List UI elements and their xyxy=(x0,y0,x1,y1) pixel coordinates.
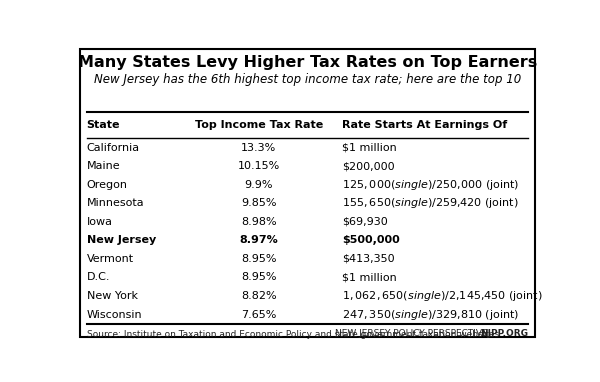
Text: $155,650 (single)/$259,420 (joint): $155,650 (single)/$259,420 (joint) xyxy=(343,196,519,210)
Text: $200,000: $200,000 xyxy=(343,161,395,171)
Text: 9.85%: 9.85% xyxy=(241,198,277,208)
Text: Iowa: Iowa xyxy=(86,217,113,227)
Text: New York: New York xyxy=(86,291,137,301)
Text: New Jersey: New Jersey xyxy=(86,235,156,245)
Text: State: State xyxy=(86,120,120,130)
Text: 8.95%: 8.95% xyxy=(241,254,277,264)
Text: 13.3%: 13.3% xyxy=(241,143,277,153)
Text: $413,350: $413,350 xyxy=(343,254,395,264)
Text: Rate Starts At Earnings Of: Rate Starts At Earnings Of xyxy=(343,120,508,130)
Text: 7.65%: 7.65% xyxy=(241,309,277,319)
Bar xyxy=(86,194,529,213)
Text: $500,000: $500,000 xyxy=(343,235,400,245)
Text: New Jersey has the 6th highest top income tax rate; here are the top 10: New Jersey has the 6th highest top incom… xyxy=(94,73,521,86)
Text: Wisconsin: Wisconsin xyxy=(86,309,142,319)
Text: $247,350 (single)/$329,810 (joint): $247,350 (single)/$329,810 (joint) xyxy=(343,308,520,322)
Text: $1,062,650 (single)/$2,145,450 (joint): $1,062,650 (single)/$2,145,450 (joint) xyxy=(343,289,543,303)
Bar xyxy=(86,157,529,176)
Text: 10.15%: 10.15% xyxy=(238,161,280,171)
Text: D.C.: D.C. xyxy=(86,272,110,282)
Bar xyxy=(86,268,529,287)
Text: 8.95%: 8.95% xyxy=(241,272,277,282)
Text: Vermont: Vermont xyxy=(86,254,134,264)
Text: NEW JERSEY POLICY PERSPECTIVE: NEW JERSEY POLICY PERSPECTIVE xyxy=(335,329,488,338)
Text: 8.82%: 8.82% xyxy=(241,291,277,301)
Text: $1 million: $1 million xyxy=(343,143,397,153)
Text: Minnesota: Minnesota xyxy=(86,198,144,208)
Text: $69,930: $69,930 xyxy=(343,217,388,227)
Text: Source: Institute on Taxation and Economic Policy and state government taxation : Source: Institute on Taxation and Econom… xyxy=(86,330,499,340)
Text: $1 million: $1 million xyxy=(343,272,397,282)
Text: 8.97%: 8.97% xyxy=(239,235,278,245)
Bar xyxy=(86,231,529,250)
Text: Many States Levy Higher Tax Rates on Top Earners: Many States Levy Higher Tax Rates on Top… xyxy=(78,55,537,70)
Text: 9.9%: 9.9% xyxy=(244,180,273,190)
Text: $125,000 (single)/$250,000 (joint): $125,000 (single)/$250,000 (joint) xyxy=(343,178,520,192)
Text: Top Income Tax Rate: Top Income Tax Rate xyxy=(194,120,323,130)
Text: California: California xyxy=(86,143,140,153)
Text: 8.98%: 8.98% xyxy=(241,217,277,227)
Text: Maine: Maine xyxy=(86,161,120,171)
Bar xyxy=(86,305,529,324)
Text: Oregon: Oregon xyxy=(86,180,128,190)
Text: NJPP.ORG: NJPP.ORG xyxy=(481,329,529,338)
